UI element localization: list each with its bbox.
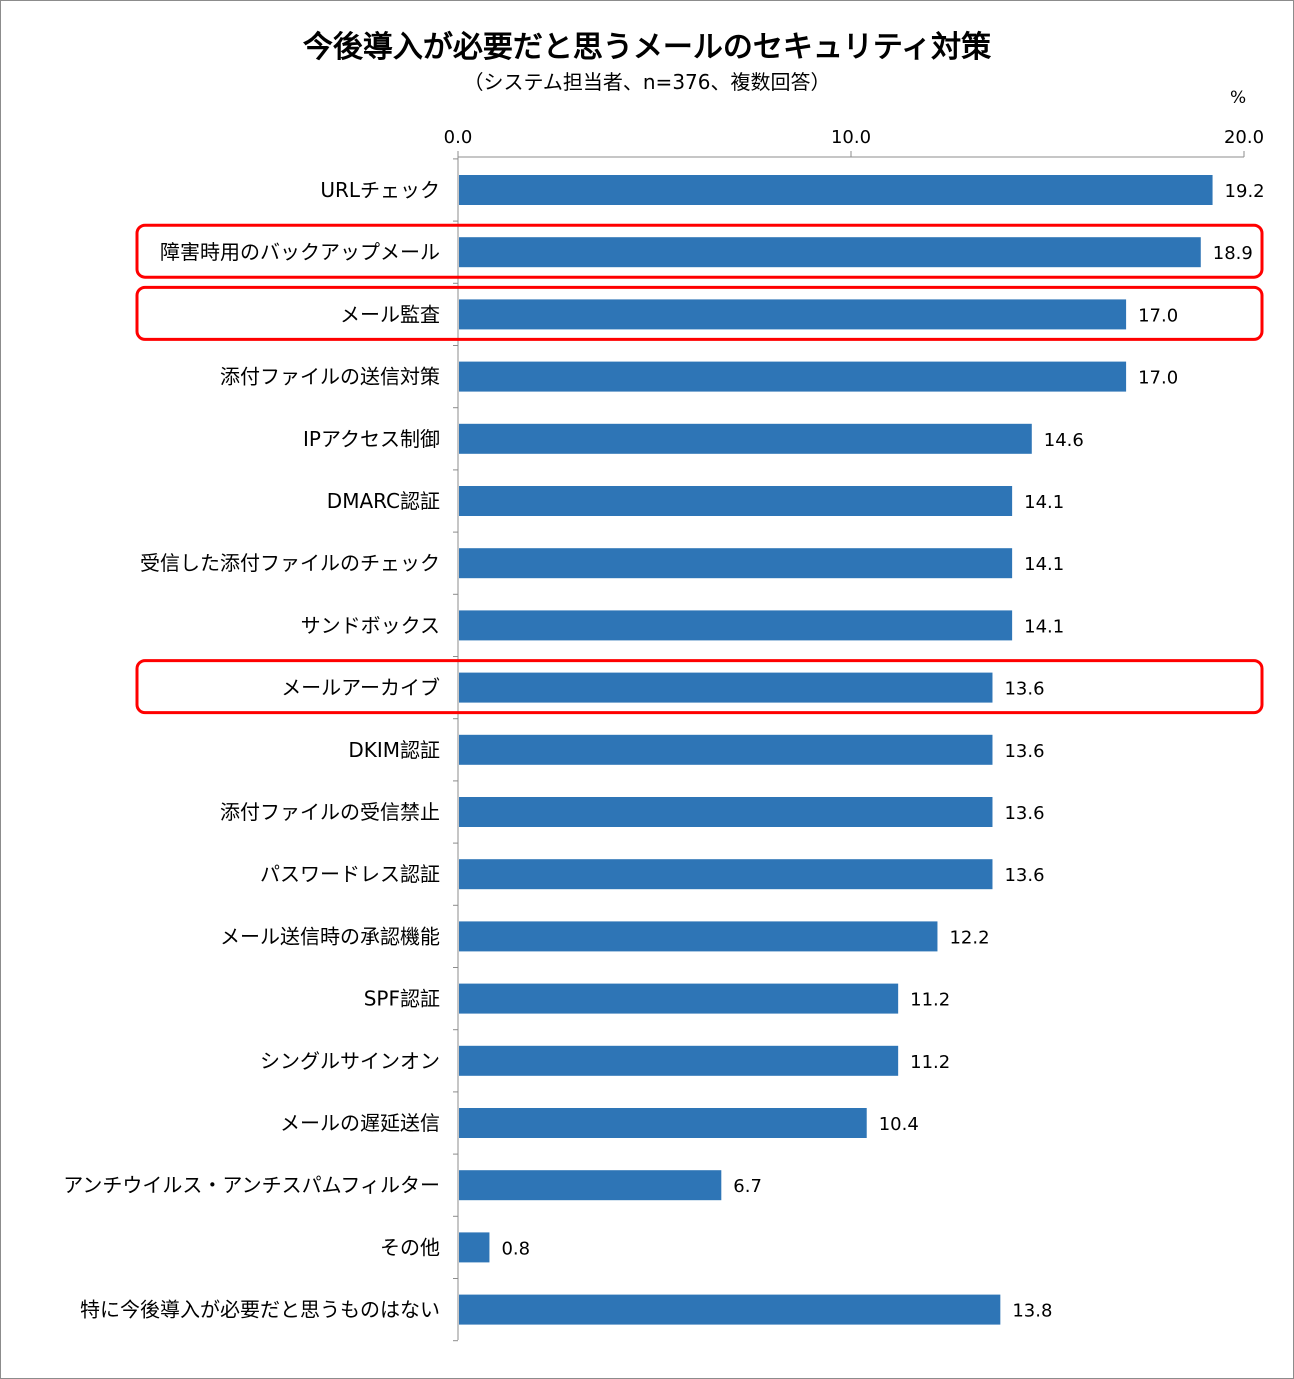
highlight-box xyxy=(135,659,1264,715)
data-label: 0.8 xyxy=(501,1238,530,1259)
category-label: パスワードレス認証 xyxy=(260,862,440,886)
bar xyxy=(459,610,1013,641)
category-label: DMARC認証 xyxy=(327,489,440,513)
category-label: IPアクセス制御 xyxy=(303,427,440,451)
data-label: 14.6 xyxy=(1044,430,1084,451)
data-label: 11.2 xyxy=(910,1052,950,1073)
bar xyxy=(459,361,1127,392)
category-label: 障害時用のバックアップメール xyxy=(160,240,440,264)
bar xyxy=(459,921,938,952)
bar xyxy=(459,423,1032,454)
data-label: 13.6 xyxy=(1004,803,1044,824)
bar xyxy=(459,299,1127,330)
category-label: メールの遅延送信 xyxy=(280,1111,440,1135)
chart-subtitle: （システム担当者、n=376、複数回答） xyxy=(463,70,831,94)
bar xyxy=(459,734,993,765)
bar xyxy=(459,486,1013,516)
category-label: 受信した添付ファイルのチェック xyxy=(140,551,440,575)
category-label: DKIM認証 xyxy=(348,738,440,762)
bar xyxy=(459,1232,490,1263)
bar xyxy=(459,859,993,890)
highlight-box xyxy=(135,285,1264,341)
data-label: 19.2 xyxy=(1225,181,1265,202)
bar xyxy=(459,983,899,1014)
category-label: シングルサインオン xyxy=(260,1049,440,1073)
data-label: 13.6 xyxy=(1004,679,1044,700)
x-tick-label: 0.0 xyxy=(444,127,473,148)
data-label: 14.1 xyxy=(1024,554,1064,575)
highlight-box xyxy=(135,223,1264,279)
bar xyxy=(459,1170,722,1201)
bar xyxy=(459,237,1201,268)
category-label: メール送信時の承認機能 xyxy=(220,924,440,948)
data-label: 14.1 xyxy=(1024,492,1064,513)
bar xyxy=(459,1045,899,1076)
bar xyxy=(459,548,1013,579)
data-label: 11.2 xyxy=(910,990,950,1011)
category-label: SPF認証 xyxy=(364,987,440,1011)
x-tick-label: 20.0 xyxy=(1224,127,1264,148)
bar xyxy=(459,672,993,703)
data-label: 13.6 xyxy=(1004,741,1044,762)
data-label: 14.1 xyxy=(1024,616,1064,637)
bar xyxy=(459,1108,867,1138)
data-label: 18.9 xyxy=(1213,243,1253,264)
chart-title: 今後導入が必要だと思うメールのセキュリティ対策 xyxy=(302,30,992,65)
data-label: 13.6 xyxy=(1004,865,1044,886)
x-tick-label: 10.0 xyxy=(831,127,871,148)
data-label: 13.8 xyxy=(1012,1301,1052,1322)
category-label: その他 xyxy=(380,1235,440,1259)
category-label: URLチェック xyxy=(320,178,440,202)
data-label: 10.4 xyxy=(879,1114,919,1135)
data-label: 12.2 xyxy=(949,927,989,948)
bar xyxy=(459,175,1213,205)
category-label: メール監査 xyxy=(340,302,440,326)
bar xyxy=(459,1294,1001,1325)
category-label: 添付ファイルの受信禁止 xyxy=(220,800,440,824)
category-label: 特に今後導入が必要だと思うものはない xyxy=(80,1298,440,1322)
category-label: メールアーカイブ xyxy=(281,676,440,700)
unit-label: % xyxy=(1230,88,1247,108)
category-label: アンチウイルス・アンチスパムフィルター xyxy=(63,1173,440,1197)
bar xyxy=(459,797,993,827)
data-label: 6.7 xyxy=(733,1176,762,1197)
data-label: 17.0 xyxy=(1138,305,1178,326)
category-label: サンドボックス xyxy=(301,613,440,637)
category-label: 添付ファイルの送信対策 xyxy=(220,365,440,389)
data-label: 17.0 xyxy=(1138,368,1178,389)
